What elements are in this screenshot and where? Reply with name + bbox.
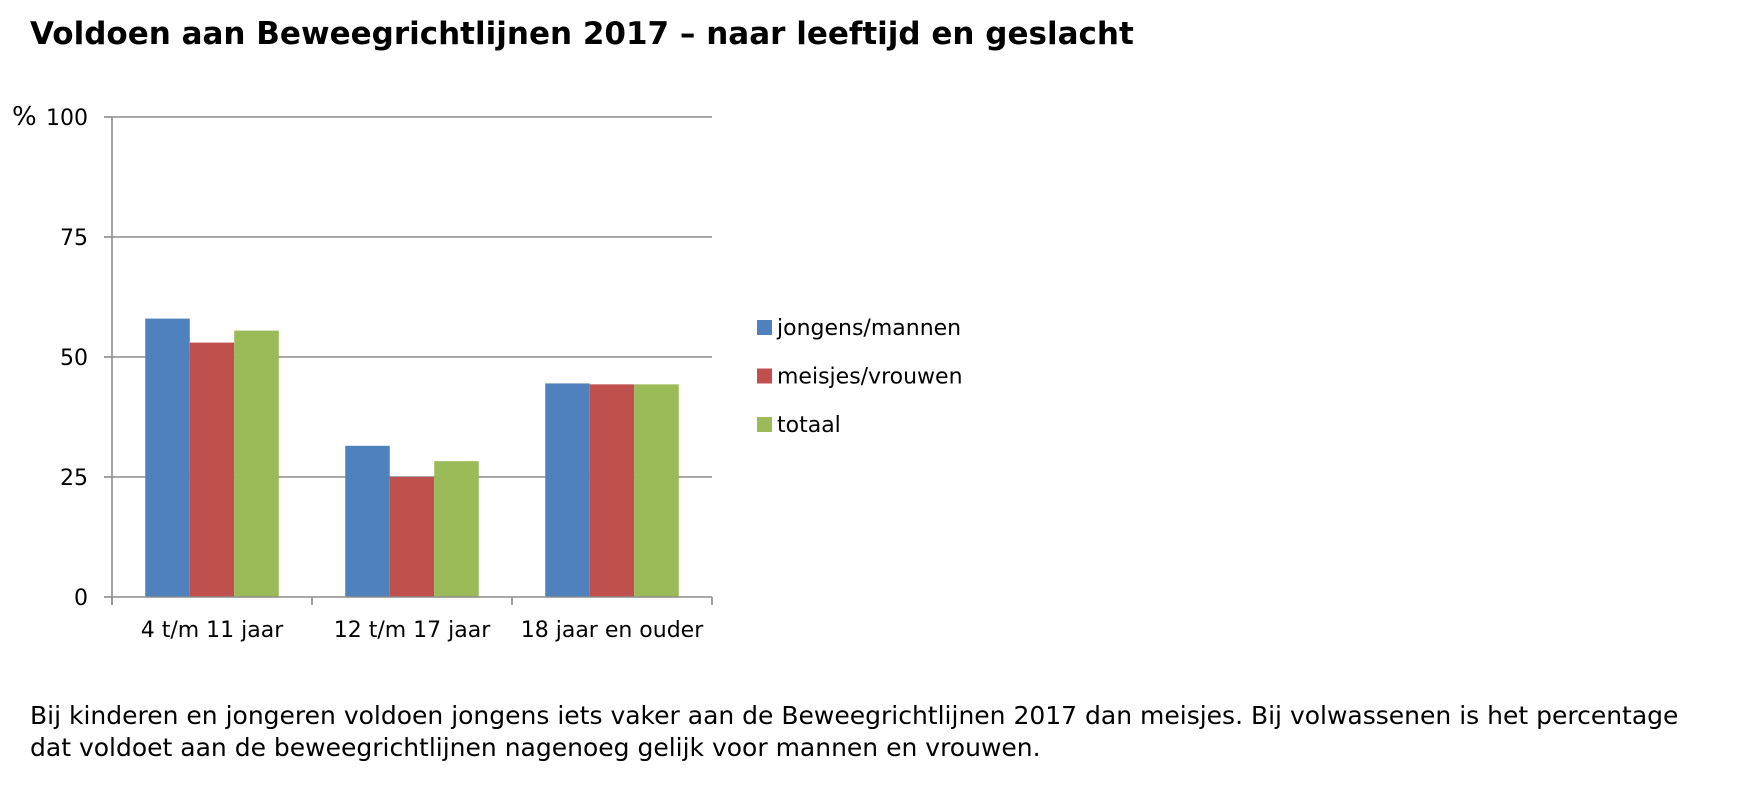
y-tick-label: 50 [60, 346, 88, 371]
y-tick-label: 100 [46, 106, 88, 131]
bar [434, 461, 479, 597]
y-tick-labels: 0 25 50 75 100 [46, 106, 88, 611]
y-tick-label: 0 [74, 586, 88, 611]
bar [345, 445, 390, 597]
bar [589, 384, 635, 597]
bar [389, 477, 435, 597]
legend-label: meisjes/vrouwen [777, 365, 963, 390]
y-tick-label: 25 [60, 466, 88, 491]
page-title: Voldoen aan Beweegrichtlijnen 2017 – naa… [30, 16, 1134, 52]
x-tick-label: 12 t/m 17 jaar [334, 618, 492, 643]
bar-chart: 0 25 50 75 100 4 t/m 11 jaar 12 t/m 17 jaar 18… [12, 102, 963, 643]
legend-swatch [757, 417, 772, 432]
axes [104, 116, 713, 605]
bar [189, 342, 235, 597]
legend-swatch [757, 368, 772, 384]
bar [145, 318, 190, 597]
bar [234, 330, 279, 597]
bar [545, 383, 590, 597]
y-axis-label: % [12, 102, 37, 132]
chart-caption: Bij kinderen en jongeren voldoen jongens… [30, 701, 1679, 762]
y-tick-label: 75 [60, 226, 88, 251]
legend-label: jongens/mannen [776, 316, 961, 341]
x-tick-labels: 4 t/m 11 jaar 12 t/m 17 jaar 18 jaar en ou… [141, 618, 704, 643]
bar [634, 384, 679, 597]
x-tick-label: 18 jaar en ouder [521, 618, 704, 643]
bars [145, 318, 679, 597]
x-tick-label: 4 t/m 11 jaar [141, 618, 285, 643]
legend: jongens/mannen meisjes/vrouwen totaal [757, 316, 963, 438]
legend-label: totaal [777, 413, 841, 438]
legend-swatch [757, 320, 772, 335]
